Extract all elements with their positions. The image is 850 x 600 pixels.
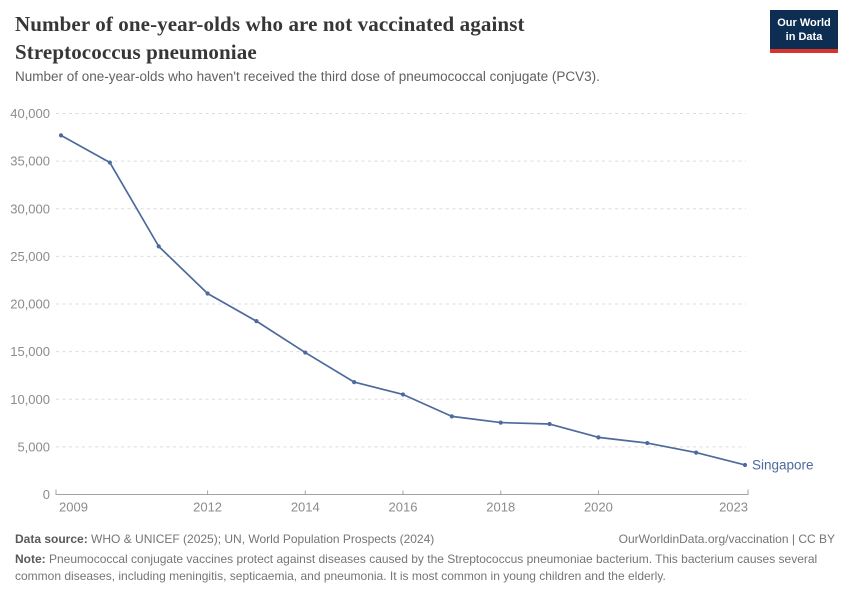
chart-subtitle: Number of one-year-olds who haven't rece… — [15, 69, 600, 84]
data-point-2022[interactable] — [694, 450, 699, 455]
data-point-2019[interactable] — [547, 421, 552, 427]
data-point-2021[interactable] — [645, 440, 650, 446]
y-axis-tick-label: 35,000 — [10, 154, 50, 169]
chart-note-text: Pneumococcal conjugate vaccines protect … — [15, 551, 818, 583]
x-axis-tick-label: 2014 — [291, 500, 320, 515]
series-line[interactable] — [60, 134, 746, 466]
owid-logo-line1: Our World — [777, 17, 831, 29]
y-axis-tick-label: 15,000 — [10, 344, 50, 359]
y-axis-tick-label: 25,000 — [10, 249, 50, 264]
x-axis-tick-label: 2012 — [193, 500, 222, 515]
x-axis-tick-label: 2020 — [584, 500, 613, 515]
data-point-2011[interactable] — [156, 244, 161, 249]
page-title: Number of one-year-olds who are not vacc… — [15, 10, 715, 66]
chart-note-label: Note: — [15, 551, 46, 566]
x-axis-line — [55, 489, 749, 495]
data-point-2018[interactable] — [498, 420, 503, 425]
data-point-2012[interactable] — [205, 291, 210, 296]
data-point-2023[interactable] — [742, 462, 748, 468]
series-end-label[interactable]: Singapore — [752, 457, 814, 472]
data-point-2010[interactable] — [107, 160, 112, 165]
data-point-2020[interactable] — [596, 435, 601, 440]
page-title-line2: Streptococcus pneumoniae — [15, 40, 257, 65]
chart-footer: Data source: WHO & UNICEF (2025); UN, Wo… — [15, 531, 835, 584]
x-axis-tick-label: 2018 — [486, 500, 515, 515]
data-source: Data source: WHO & UNICEF (2025); UN, Wo… — [15, 531, 434, 548]
y-axis-tick-label: 0 — [43, 487, 50, 502]
x-axis-tick-label: 2009 — [59, 500, 88, 515]
y-axis-tick-label: 30,000 — [10, 201, 50, 216]
data-point-2009[interactable] — [58, 133, 64, 138]
owid-logo[interactable]: Our World in Data — [770, 10, 838, 53]
x-axis-tick-label: 2016 — [389, 500, 418, 515]
y-axis-tick-label: 20,000 — [10, 297, 50, 312]
y-axis-tick-label: 40,000 — [10, 106, 50, 121]
owid-logo-line2: in Data — [785, 31, 823, 44]
data-source-label: Data source: — [15, 532, 88, 546]
data-point-2015[interactable] — [352, 380, 357, 385]
data-point-2014[interactable] — [303, 350, 308, 355]
data-point-2016[interactable] — [400, 392, 406, 397]
owid-license-link[interactable]: OurWorldinData.org/vaccination | CC BY — [618, 532, 835, 546]
page-title-line1: Number of one-year-olds who are not vacc… — [15, 12, 525, 36]
data-point-2013[interactable] — [254, 319, 259, 324]
x-axis-tick-label: 2023 — [719, 500, 748, 515]
data-point-2017[interactable] — [449, 414, 454, 419]
chart-note: Note: Pneumococcal conjugate vaccines pr… — [15, 551, 835, 585]
y-axis-tick-label: 10,000 — [10, 392, 50, 407]
y-axis-tick-label: 5,000 — [17, 439, 50, 454]
data-source-text: WHO & UNICEF (2025); UN, World Populatio… — [87, 532, 435, 546]
